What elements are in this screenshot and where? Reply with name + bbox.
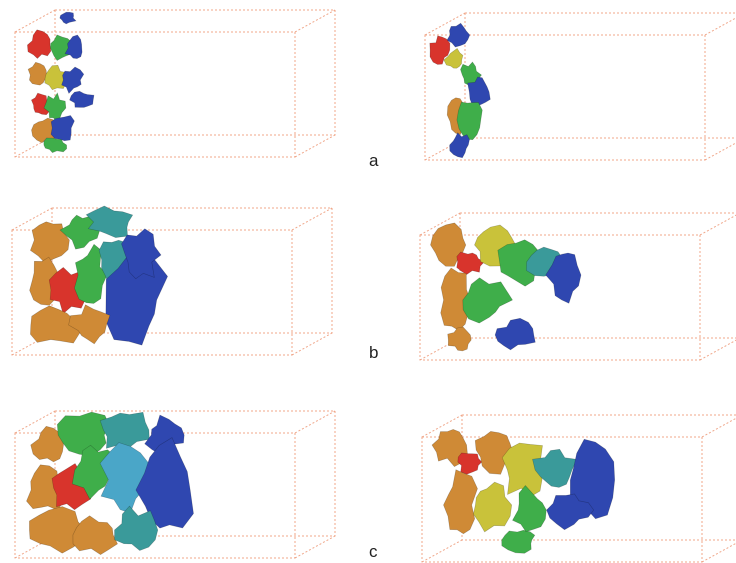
panel-label: a [369,151,379,170]
surface-blob [62,67,84,93]
surface-blob [57,412,109,456]
surface-blob [447,23,470,47]
panel-label: b [369,343,378,362]
surface-blob [60,12,76,24]
surface-blob [444,470,478,534]
surface-blob [27,30,51,59]
surface-blob [28,62,46,85]
surface-blob [115,506,158,550]
surface-blob [51,116,74,141]
surface-blob [495,318,535,350]
figure: a b c [0,0,736,563]
surface-blob [100,412,149,448]
render-layer [12,10,736,562]
surface-blob [513,486,547,532]
panel-label: c [369,542,378,561]
surface-blob [458,453,482,474]
surface-blob [70,91,94,107]
surface-blob [502,530,535,553]
surface-blob [473,482,511,532]
surface-blob [73,516,118,555]
surface-blob [450,133,470,158]
surface-blob [448,327,472,351]
surface-blob [463,278,513,323]
